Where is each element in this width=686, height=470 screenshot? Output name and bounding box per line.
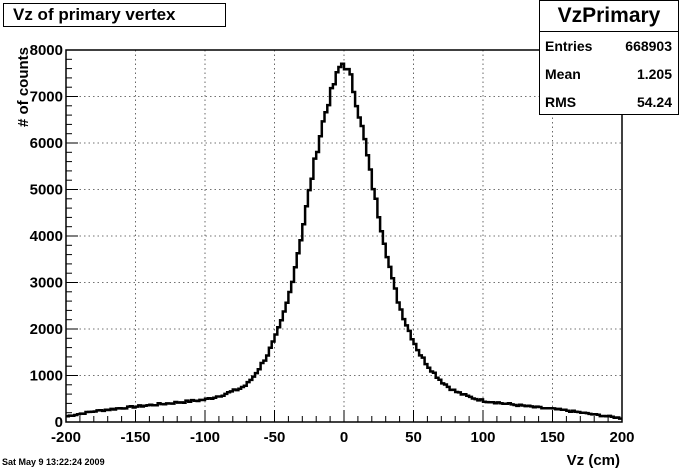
- stats-label: Mean: [545, 66, 581, 82]
- y-tick-label: 2000: [30, 321, 63, 338]
- series-line: [66, 62, 622, 420]
- stats-row-entries: Entries 668903: [540, 32, 678, 60]
- stats-value: 668903: [625, 38, 672, 54]
- stats-histogram-name: VzPrimary: [540, 1, 678, 32]
- x-axis-label: Vz (cm): [567, 452, 620, 469]
- stats-row-mean: Mean 1.205: [540, 60, 678, 88]
- grid: [66, 50, 622, 422]
- y-tick-label: 7000: [30, 89, 63, 106]
- stats-value: 54.24: [636, 94, 672, 110]
- x-tick-label: -200: [51, 429, 81, 446]
- x-tick-label: 0: [340, 429, 348, 446]
- x-tick-label: 100: [470, 429, 495, 446]
- x-tick-label: -50: [264, 429, 286, 446]
- y-tick-label: 1000: [30, 368, 63, 385]
- stats-box: VzPrimary Entries 668903 Mean 1.205 RMS …: [539, 0, 679, 115]
- timestamp: Sat May 9 13:22:24 2009: [2, 457, 105, 467]
- stats-label: Entries: [545, 38, 593, 54]
- x-tick-label: -100: [190, 429, 220, 446]
- y-tick-label: 0: [55, 414, 63, 431]
- y-tick-label: 6000: [30, 135, 63, 152]
- y-tick-label: 8000: [30, 42, 63, 59]
- y-tick-label: 4000: [30, 228, 63, 245]
- stats-row-rms: RMS 54.24: [540, 88, 678, 116]
- plot-title: Vz of primary vertex: [3, 3, 226, 27]
- y-tick-labels: 0 1000 2000 3000 4000 5000 6000 7000 8000: [30, 42, 63, 431]
- y-axis-label: # of counts: [15, 47, 32, 127]
- stats-value: 1.205: [636, 66, 672, 82]
- stats-label: RMS: [545, 94, 577, 110]
- y-tick-label: 5000: [30, 182, 63, 199]
- x-tick-label: -150: [120, 429, 150, 446]
- axis-ticks: [65, 49, 623, 423]
- y-tick-label: 3000: [30, 275, 63, 292]
- x-tick-label: 50: [405, 429, 422, 446]
- x-tick-labels: -200 -150 -100 -50 0 50 100 150 200: [51, 429, 635, 446]
- x-tick-label: 150: [540, 429, 565, 446]
- x-tick-label: 200: [609, 429, 634, 446]
